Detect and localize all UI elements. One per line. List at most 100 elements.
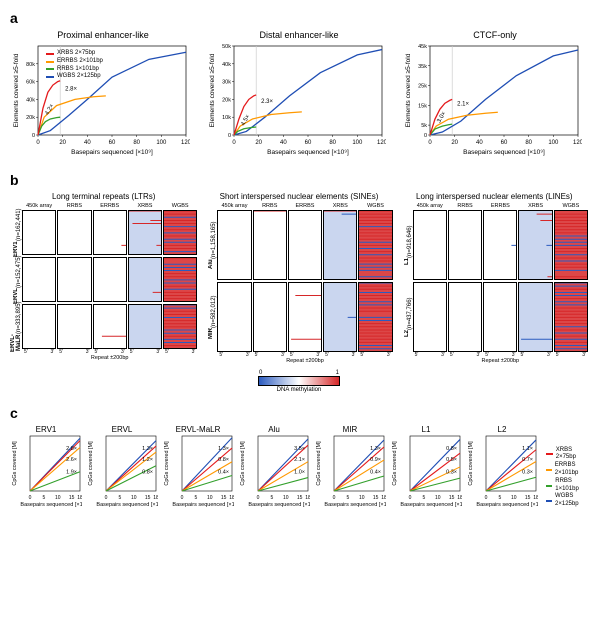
svg-text:0.9×: 0.9× xyxy=(370,457,381,463)
svg-text:5: 5 xyxy=(498,495,501,501)
svg-text:15: 15 xyxy=(449,495,455,501)
svg-text:5k: 5k xyxy=(421,123,427,129)
heatmap-method-header: ERRBS xyxy=(288,203,322,209)
panel-c-chart: L1051015180.8×0.5×0.3×Basepairs sequence… xyxy=(390,425,462,509)
heatmap-cell xyxy=(128,257,162,302)
svg-text:0.3×: 0.3× xyxy=(446,469,457,475)
svg-text:120: 120 xyxy=(573,140,582,146)
svg-text:0: 0 xyxy=(485,495,488,501)
heatmap-cell xyxy=(57,210,91,255)
small-chart-title: L1 xyxy=(390,425,462,434)
chart-title: Proximal enhancer-like xyxy=(10,30,196,40)
heatmap-cell xyxy=(217,210,251,280)
legend-label: WGBS 2×125bp xyxy=(555,493,588,509)
heatmap-row-label: L2(n=437,766) xyxy=(401,282,413,352)
heatmap-method-header: 450k array xyxy=(217,203,251,209)
svg-text:CpGs covered [M]: CpGs covered [M] xyxy=(316,441,322,486)
svg-text:2.1×: 2.1× xyxy=(457,101,469,107)
small-chart: 051015183.5×2.1×1.0×Basepairs sequenced … xyxy=(238,434,310,509)
heatmap-cell xyxy=(288,210,322,280)
panel-c-chart: Alu051015183.5×2.1×1.0×Basepairs sequenc… xyxy=(238,425,310,509)
heatmap-group: Long interspersed nuclear elements (LINE… xyxy=(401,192,588,364)
heatmap-cell xyxy=(483,282,517,352)
svg-text:15: 15 xyxy=(69,495,75,501)
small-chart-title: MIR xyxy=(314,425,386,434)
svg-text:5: 5 xyxy=(346,495,349,501)
svg-text:Basepairs sequenced [×10⁹]: Basepairs sequenced [×10⁹] xyxy=(172,501,234,508)
heatmap-method-header: 450k array xyxy=(22,203,56,209)
svg-text:CpGs covered [M]: CpGs covered [M] xyxy=(12,441,18,486)
heatmap-xlabel: Repeat ±200bp xyxy=(22,355,197,361)
svg-text:5: 5 xyxy=(422,495,425,501)
legend-label: XRBS 2×75bp xyxy=(57,50,95,58)
svg-text:0: 0 xyxy=(257,495,260,501)
heatmap-method-header: XRBS xyxy=(323,203,357,209)
heatmap-cell xyxy=(413,282,447,352)
panel-c-chart: ERVL051015181.3×1.2×0.8×Basepairs sequen… xyxy=(86,425,158,509)
svg-text:50k: 50k xyxy=(222,44,231,50)
svg-text:20k: 20k xyxy=(222,97,231,103)
heatmap-cell xyxy=(518,282,552,352)
small-chart-title: L2 xyxy=(466,425,538,434)
heatmap-cell xyxy=(358,282,392,352)
svg-text:40k: 40k xyxy=(26,97,35,103)
svg-text:Elements covered ≥5-fold: Elements covered ≥5-fold xyxy=(13,53,20,127)
panel-a-chart: CTCF-only02040608010012005k15k25k35k45k3… xyxy=(402,30,588,157)
heatmap-cell xyxy=(93,304,127,349)
svg-text:2.8×: 2.8× xyxy=(65,87,77,93)
line-chart: 02040608010012005k15k25k35k45k3.0×2.1×Ba… xyxy=(402,42,582,157)
svg-text:35k: 35k xyxy=(418,64,427,70)
heatmap-cell xyxy=(253,210,287,280)
svg-text:120: 120 xyxy=(377,140,386,146)
svg-text:CpGs covered [M]: CpGs covered [M] xyxy=(240,441,246,486)
heatmap-cell xyxy=(448,282,482,352)
heatmap-group: Short interspersed nuclear elements (SIN… xyxy=(205,192,392,364)
svg-text:18: 18 xyxy=(457,495,462,501)
svg-text:Basepairs sequenced [×10⁹]: Basepairs sequenced [×10⁹] xyxy=(20,501,82,508)
heatmap-xlabel: Repeat ±200bp xyxy=(217,358,392,364)
small-chart: 051015181.3×0.9×0.4×Basepairs sequenced … xyxy=(314,434,386,509)
heatmap-cell xyxy=(554,210,588,280)
heatmap-method-header: XRBS xyxy=(128,203,162,209)
svg-text:0: 0 xyxy=(181,495,184,501)
svg-text:0.8×: 0.8× xyxy=(142,469,153,475)
legend-label: ERRBS 2×101bp xyxy=(57,58,103,66)
panel-b: b Long terminal repeats (LTRs)450k array… xyxy=(10,172,588,393)
chart-title: Distal enhancer-like xyxy=(206,30,392,40)
svg-text:30k: 30k xyxy=(222,80,231,86)
svg-text:0.8×: 0.8× xyxy=(218,457,229,463)
svg-text:1.0×: 1.0× xyxy=(294,469,305,475)
heatmap-group: Long terminal repeats (LTRs)450k arrayRR… xyxy=(10,192,197,364)
svg-text:60k: 60k xyxy=(26,80,35,86)
heatmap-cell xyxy=(128,210,162,255)
svg-text:Basepairs sequenced [×10⁹]: Basepairs sequenced [×10⁹] xyxy=(324,501,386,508)
heatmap-row-label: ERVL-MaLR(n=333,895) xyxy=(10,304,22,349)
svg-text:10: 10 xyxy=(435,495,441,501)
svg-text:40: 40 xyxy=(84,140,91,146)
heatmap-row-label: Alu(n=1,158,165) xyxy=(205,210,217,280)
svg-text:5: 5 xyxy=(194,495,197,501)
legend-label: WGBS 2×125bp xyxy=(57,73,101,81)
svg-text:80: 80 xyxy=(133,140,140,146)
panel-c-label: c xyxy=(10,405,588,421)
svg-text:0.8×: 0.8× xyxy=(446,446,457,452)
svg-text:1.3×: 1.3× xyxy=(370,446,381,452)
legend-label: RRBS 1×101bp xyxy=(57,66,99,74)
small-chart-title: ERVL xyxy=(86,425,158,434)
svg-text:20k: 20k xyxy=(26,115,35,121)
svg-text:CpGs covered [M]: CpGs covered [M] xyxy=(392,441,398,486)
panel-c-chart: MIR051015181.3×0.9×0.4×Basepairs sequenc… xyxy=(314,425,386,509)
svg-text:18: 18 xyxy=(533,495,538,501)
heatmap-method-header: ERRBS xyxy=(93,203,127,209)
svg-text:20: 20 xyxy=(451,140,458,146)
svg-text:4.2×: 4.2× xyxy=(44,103,55,117)
legend: XRBS 2×75bpERRBS 2×101bpRRBS 1×101bpWGBS… xyxy=(46,50,103,81)
svg-text:10: 10 xyxy=(207,495,213,501)
svg-text:0.3×: 0.3× xyxy=(522,469,533,475)
heatmap-method-header: WGBS xyxy=(358,203,392,209)
panel-b-label: b xyxy=(10,172,588,188)
panel-a: a Proximal enhancer-like0204060801001200… xyxy=(10,10,588,157)
svg-text:1.9×: 1.9× xyxy=(66,469,77,475)
heatmap-cell xyxy=(217,282,251,352)
svg-text:Basepairs sequenced [×10⁹]: Basepairs sequenced [×10⁹] xyxy=(267,149,349,156)
